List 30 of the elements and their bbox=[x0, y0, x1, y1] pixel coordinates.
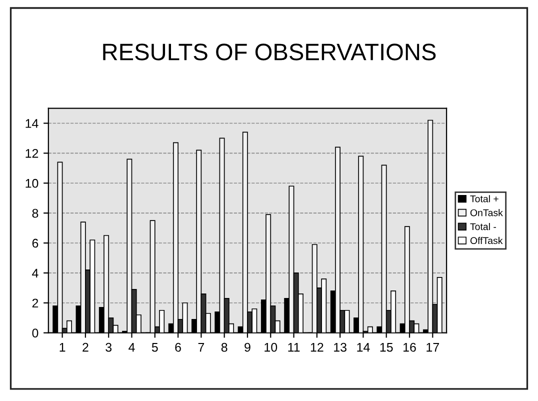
x-tick-label: 4 bbox=[128, 343, 135, 352]
y-tick-label: 6 bbox=[32, 238, 38, 248]
legend-label: Total - bbox=[470, 222, 496, 230]
x-tick-label: 13 bbox=[334, 342, 346, 352]
x-tick-label: 7 bbox=[198, 343, 204, 352]
x-tick-label: 14 bbox=[357, 343, 370, 352]
x-tick-label: 1 bbox=[60, 343, 66, 352]
legend-label: OffTask bbox=[470, 236, 503, 244]
x-tick-label: 16 bbox=[404, 342, 416, 352]
y-tick-label: 10 bbox=[26, 178, 38, 188]
x-tick-label: 9 bbox=[244, 342, 250, 352]
x-tick-label: 8 bbox=[221, 342, 228, 352]
x-tick-label: 10 bbox=[264, 342, 278, 352]
chart-title: RESULTS OF OBSERVATIONS bbox=[103, 44, 436, 60]
x-tick-label: 12 bbox=[310, 342, 324, 352]
x-tick-label: 6 bbox=[175, 342, 181, 352]
y-tick-label: 8 bbox=[32, 208, 38, 218]
legend-label: OnTask bbox=[470, 209, 503, 216]
y-tick-label: 2 bbox=[32, 298, 38, 308]
x-tick-label: 5 bbox=[152, 343, 158, 352]
y-tick-label: 0 bbox=[32, 328, 38, 338]
x-tick-label: 11 bbox=[288, 343, 300, 352]
legend-label: Total + bbox=[470, 195, 498, 202]
y-tick-label: 4 bbox=[32, 268, 38, 278]
y-tick-label: 14 bbox=[26, 119, 38, 128]
x-tick-label: 3 bbox=[106, 342, 112, 352]
x-tick-label: 2 bbox=[82, 342, 88, 352]
y-tick-label: 12 bbox=[26, 148, 38, 158]
x-tick-label: 17 bbox=[426, 343, 439, 352]
x-tick-label: 15 bbox=[380, 343, 393, 352]
